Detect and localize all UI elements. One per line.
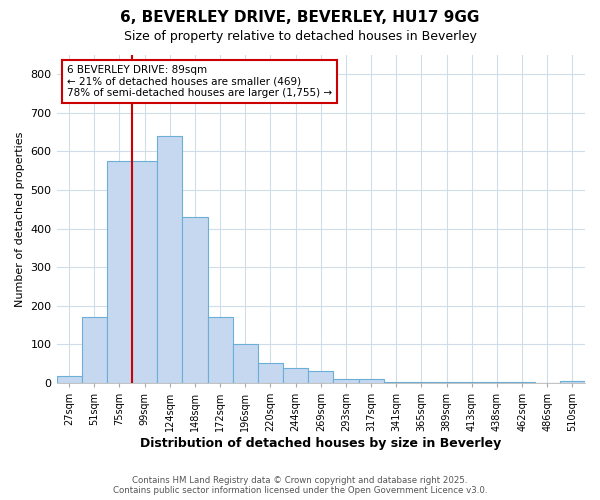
Bar — [258, 363, 283, 383]
Bar — [56, 376, 82, 383]
Bar — [82, 318, 107, 383]
Bar — [383, 382, 409, 383]
Bar — [182, 217, 208, 383]
Bar — [132, 161, 157, 383]
Bar — [157, 136, 182, 383]
Text: Size of property relative to detached houses in Beverley: Size of property relative to detached ho… — [124, 30, 476, 43]
Bar — [107, 161, 132, 383]
Bar — [208, 316, 233, 383]
Text: Contains HM Land Registry data © Crown copyright and database right 2025.
Contai: Contains HM Land Registry data © Crown c… — [113, 476, 487, 495]
Bar — [308, 370, 334, 383]
Bar — [409, 382, 434, 383]
Bar — [509, 382, 535, 383]
X-axis label: Distribution of detached houses by size in Beverley: Distribution of detached houses by size … — [140, 437, 502, 450]
Bar — [484, 382, 509, 383]
Bar — [459, 382, 484, 383]
Bar — [560, 381, 585, 383]
Bar — [334, 379, 359, 383]
Text: 6, BEVERLEY DRIVE, BEVERLEY, HU17 9GG: 6, BEVERLEY DRIVE, BEVERLEY, HU17 9GG — [121, 10, 479, 25]
Bar — [359, 379, 383, 383]
Bar — [434, 382, 459, 383]
Bar — [233, 344, 258, 383]
Bar — [283, 368, 308, 383]
Y-axis label: Number of detached properties: Number of detached properties — [15, 132, 25, 306]
Text: 6 BEVERLEY DRIVE: 89sqm
← 21% of detached houses are smaller (469)
78% of semi-d: 6 BEVERLEY DRIVE: 89sqm ← 21% of detache… — [67, 65, 332, 98]
